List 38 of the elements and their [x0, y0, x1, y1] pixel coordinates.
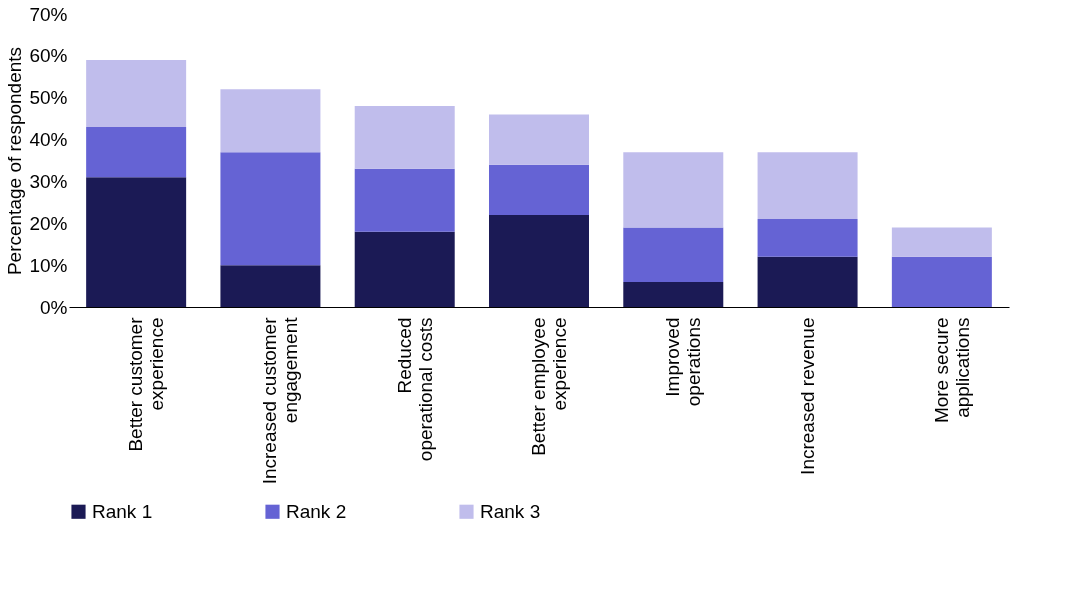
bar: [623, 281, 724, 307]
bar: [891, 256, 992, 307]
x-tick-label: Better employee experience: [528, 317, 570, 456]
bar: [220, 265, 321, 307]
bar: [220, 152, 321, 266]
x-tick-label: Better customer experience: [125, 316, 168, 452]
y-tick-label: 0%: [40, 296, 68, 318]
bar: [489, 164, 589, 215]
bar: [86, 127, 187, 178]
legend-label: Rank 3: [480, 500, 541, 522]
bar: [623, 152, 724, 228]
x-tick-label: Increased customer engagement: [259, 316, 302, 485]
legend-label: Rank 2: [286, 500, 347, 522]
y-tick-label: 30%: [29, 170, 68, 192]
y-tick-label: 10%: [29, 254, 68, 276]
x-tick-label: Improved operations: [662, 317, 705, 407]
bar: [354, 168, 455, 232]
y-axis-title: Percentage of respondents: [4, 46, 26, 276]
bar: [86, 177, 187, 307]
bar: [86, 60, 187, 128]
bar: [489, 114, 589, 165]
y-tick-label: 40%: [29, 129, 68, 151]
bar: [891, 227, 992, 257]
bar: [623, 227, 724, 282]
bar: [354, 231, 455, 307]
bar: [354, 106, 455, 169]
y-tick-label: 70%: [29, 3, 68, 25]
y-tick-label: 20%: [29, 212, 68, 234]
bar: [489, 214, 589, 307]
y-tick-label: 60%: [29, 45, 68, 67]
x-tick-label: Increased revenue: [796, 317, 818, 475]
bar: [757, 152, 858, 220]
y-tick-label: 50%: [29, 87, 68, 109]
bar: [220, 89, 321, 153]
bar: [757, 256, 858, 307]
legend-label: Rank 1: [92, 500, 153, 522]
x-tick-label: More secure applications: [930, 317, 973, 424]
bar: [757, 219, 858, 257]
